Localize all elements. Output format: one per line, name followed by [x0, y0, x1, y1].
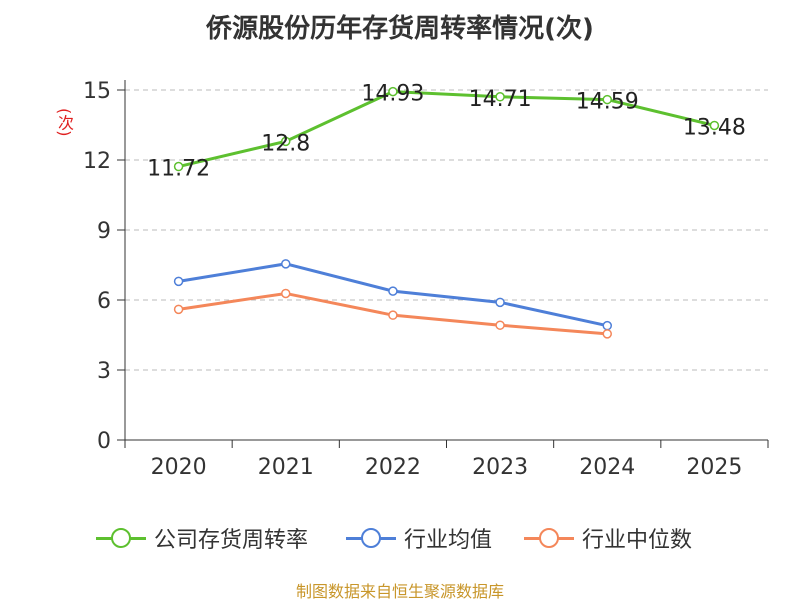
data-label: 11.72 [147, 157, 210, 182]
y-tick-label: 3 [97, 359, 111, 384]
legend-item-industry-median[interactable]: 行业中位数 [524, 520, 692, 556]
legend-item-industry-average[interactable]: 行业均值 [346, 520, 492, 556]
data-point [602, 320, 612, 331]
legend-swatch-industry-average [346, 527, 396, 548]
x-tick-label: 2024 [579, 455, 635, 480]
x-tick-label: 2022 [365, 455, 421, 480]
data-label: 12.8 [261, 131, 310, 156]
data-point [173, 276, 184, 287]
data-point [388, 310, 398, 320]
data-point [173, 161, 184, 172]
legend: 公司存货周转率 行业均值 行业中位数 [0, 520, 800, 556]
y-tick-label: 15 [83, 79, 111, 104]
y-tick-label: 0 [97, 429, 111, 454]
legend-item-company[interactable]: 公司存货周转率 [96, 520, 308, 556]
data-point [281, 259, 291, 269]
data-point [602, 329, 612, 339]
legend-label-company: 公司存货周转率 [154, 528, 309, 553]
data-label: 14.93 [361, 82, 424, 107]
x-tick-label: 2025 [686, 455, 742, 480]
data-point [602, 94, 612, 105]
legend-swatch-industry-median [524, 527, 574, 548]
data-label: 14.59 [576, 90, 639, 115]
y-tick-label: 12 [83, 149, 111, 174]
data-point [495, 92, 505, 102]
data-label: 13.48 [683, 115, 746, 140]
series-line [178, 90, 715, 168]
data-point [709, 120, 720, 131]
x-tick-label: 2021 [258, 455, 314, 480]
legend-label-industry-average: 行业均值 [404, 528, 493, 553]
data-point [495, 297, 505, 308]
legend-swatch-company [96, 527, 146, 548]
data-point [388, 86, 398, 97]
data-point [173, 304, 184, 315]
legend-label-industry-median: 行业中位数 [582, 528, 693, 553]
x-tick-label: 2023 [472, 455, 528, 480]
data-source-note: 制图数据来自恒生聚源数据库 [295, 582, 504, 601]
data-point [388, 286, 398, 296]
y-tick-label: 6 [97, 289, 111, 314]
x-tick-label: 2020 [151, 455, 207, 480]
y-tick-label: 9 [97, 219, 111, 244]
data-point [495, 320, 505, 330]
data-label: 14.71 [469, 87, 532, 112]
y-axis-unit: (次) [55, 108, 74, 137]
chart-title: 侨源股份历年存货周转率情况(次) [206, 14, 594, 44]
data-point [281, 288, 291, 299]
data-point [281, 136, 291, 147]
